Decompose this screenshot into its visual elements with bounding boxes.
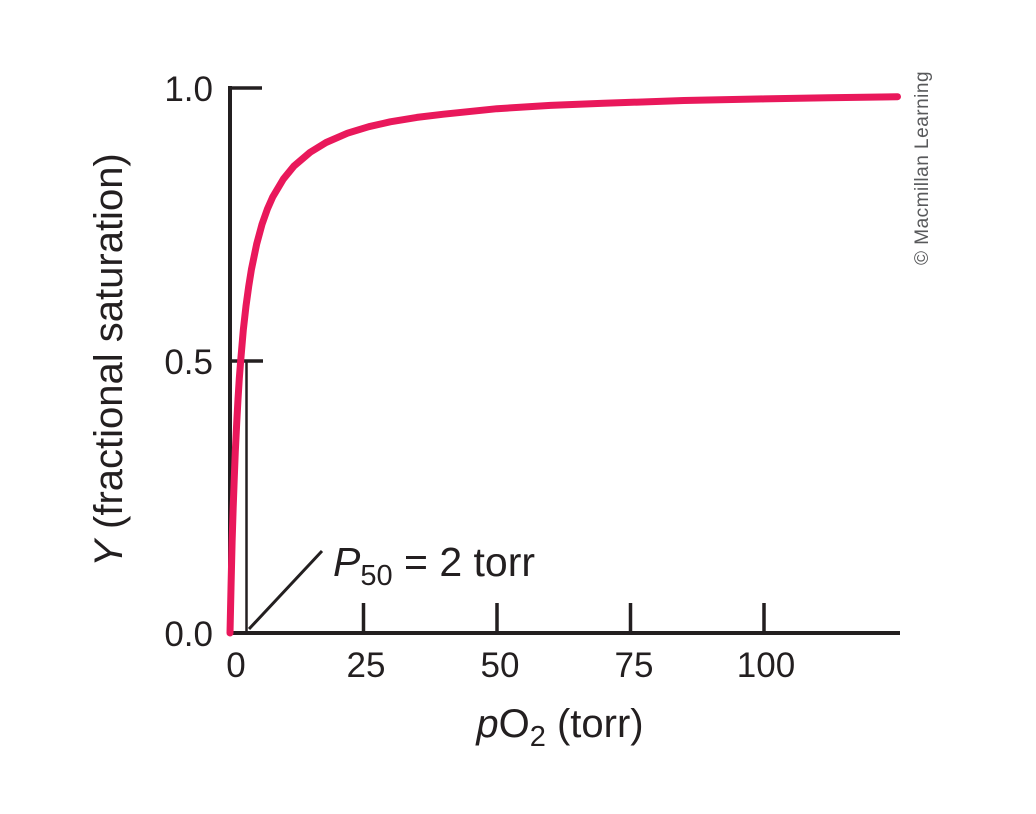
x-axis-title: pO2 (torr) [475,702,643,753]
p50-subscript: 50 [360,560,392,592]
x-axis-title-p: p [475,702,498,746]
p50-annotation: P50 = 2 torr [333,539,535,592]
x-tick-label-50: 50 [481,646,520,685]
x-tick-label-100: 100 [737,646,795,685]
p50-leader-line [247,549,324,631]
x-axis-title-subscript: 2 [530,721,546,753]
y-axis-title-Y: Y [87,537,131,567]
x-tick-label-0: 0 [226,646,245,685]
y-axis-title-rest: (fractional saturation) [87,153,131,540]
x-tick-label-25: 25 [347,646,386,685]
x-axis-title-O: O [499,702,530,746]
x-tick-label-75: 75 [615,646,654,685]
y-tick-label-0.5: 0.5 [164,343,213,382]
y-tick-label-1.0: 1.0 [164,70,213,109]
copyright-credit: © Macmillan Learning [912,71,933,265]
x-axis-title-unit: (torr) [546,702,644,746]
p50-symbol: P [333,539,361,585]
saturation-curve [226,93,901,637]
p50-value: = 2 torr [393,539,535,585]
y-axis-title: Y (fractional saturation) [87,153,131,567]
y-tick-label-0.0: 0.0 [164,615,213,654]
